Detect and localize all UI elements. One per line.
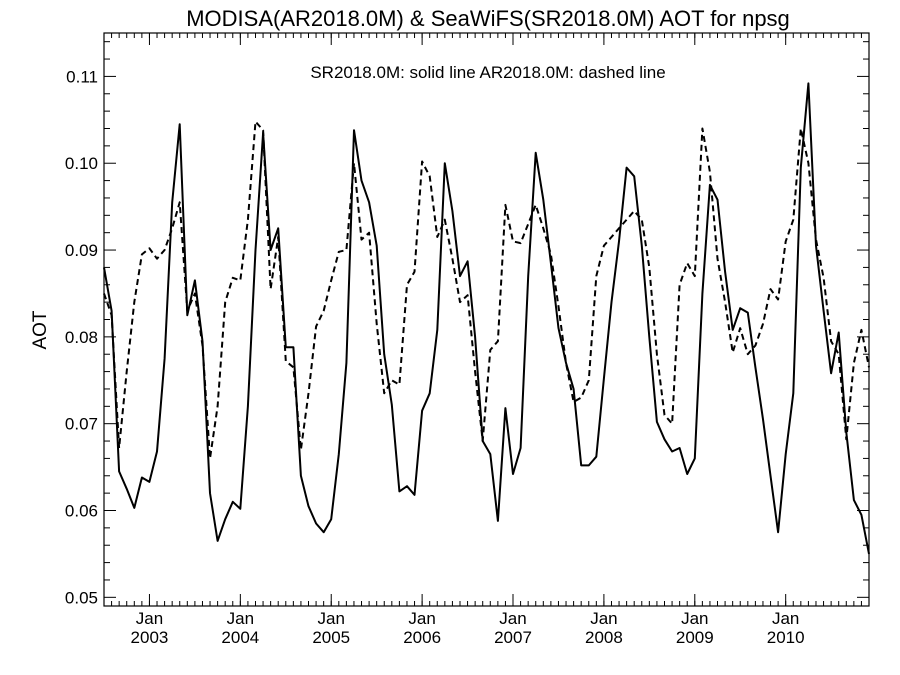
x-tick-label-year: 2004	[221, 628, 259, 647]
y-tick-label: 0.10	[65, 154, 98, 173]
axes-layer: 0.050.060.070.080.090.100.11Jan2003Jan20…	[65, 33, 870, 647]
x-tick-label-month: Jan	[408, 609, 435, 628]
series-layer	[103, 82, 870, 555]
chart-title: MODISA(AR2018.0M) & SeaWiFS(SR2018.0M) A…	[186, 6, 790, 31]
y-tick-label: 0.05	[65, 588, 98, 607]
chart-annotation: SR2018.0M: solid line AR2018.0M: dashed …	[310, 63, 665, 82]
x-tick-label-month: Jan	[136, 609, 163, 628]
y-tick-label: 0.08	[65, 328, 98, 347]
x-tick-label-year: 2008	[585, 628, 623, 647]
x-tick-label-month: Jan	[772, 609, 799, 628]
x-tick-label-year: 2003	[131, 628, 169, 647]
x-tick-label-month: Jan	[590, 609, 617, 628]
x-tick-label-year: 2006	[403, 628, 441, 647]
y-tick-label: 0.09	[65, 241, 98, 260]
x-tick-label-year: 2007	[494, 628, 532, 647]
x-tick-label-month: Jan	[227, 609, 254, 628]
y-tick-label: 0.07	[65, 415, 98, 434]
x-tick-label-year: 2009	[676, 628, 714, 647]
x-tick-label-month: Jan	[499, 609, 526, 628]
y-tick-label: 0.06	[65, 502, 98, 521]
x-tick-label-year: 2005	[312, 628, 350, 647]
plot-frame	[103, 32, 870, 607]
series-line-sr2018-0m-solid	[103, 82, 870, 555]
x-tick-label-month: Jan	[681, 609, 708, 628]
x-tick-label-month: Jan	[318, 609, 345, 628]
x-tick-label-year: 2010	[767, 628, 805, 647]
y-tick-label: 0.11	[66, 67, 98, 86]
y-axis-label: AOT	[30, 310, 51, 349]
series-line-ar2018-0m-dashed	[103, 120, 870, 460]
